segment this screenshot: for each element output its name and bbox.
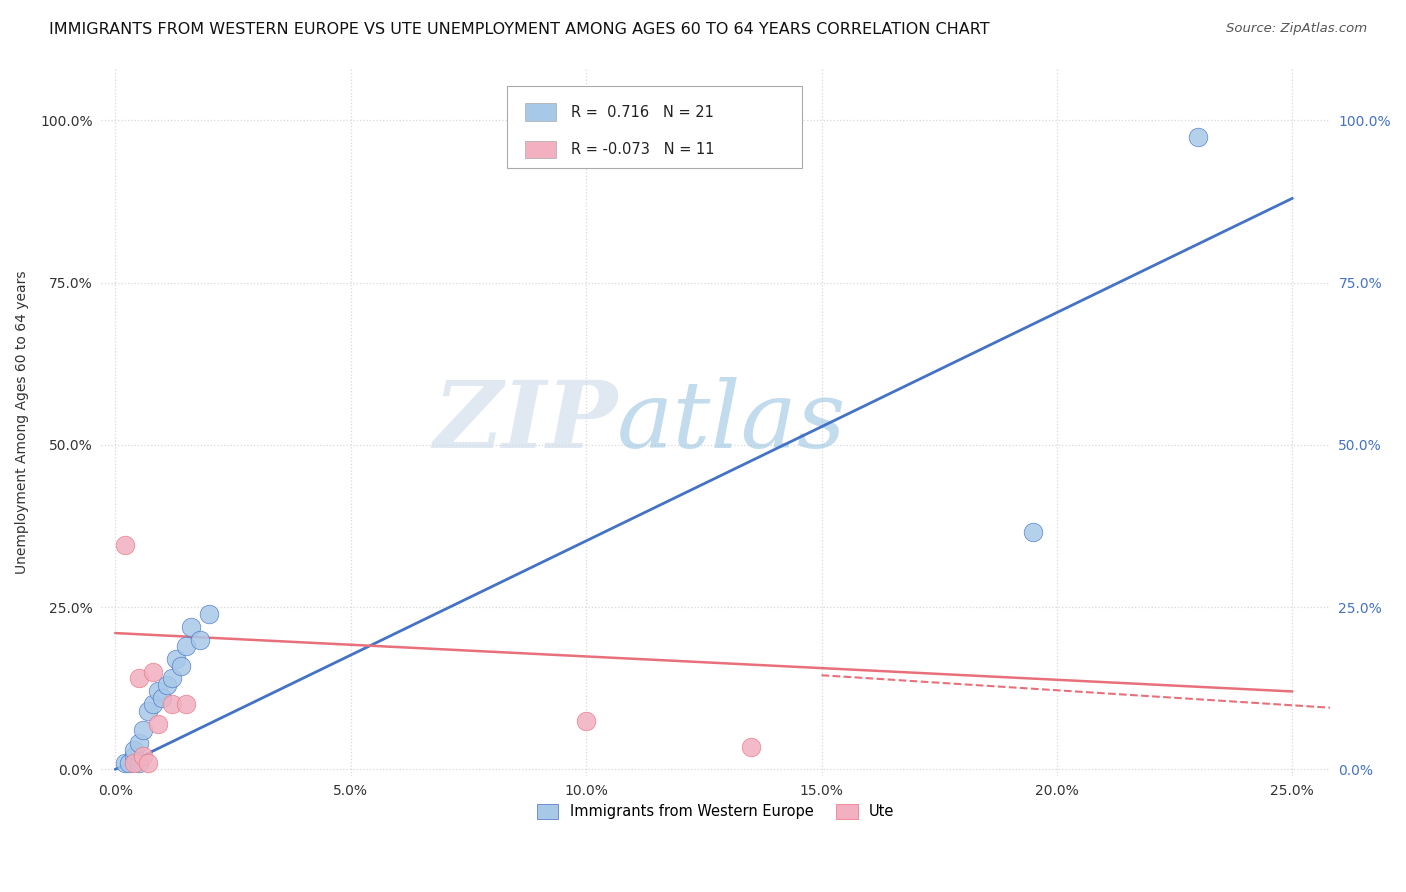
Text: Source: ZipAtlas.com: Source: ZipAtlas.com bbox=[1226, 22, 1367, 36]
Point bbox=[128, 756, 150, 770]
Point bbox=[156, 678, 179, 692]
Point bbox=[165, 652, 187, 666]
Point bbox=[114, 756, 136, 770]
Point bbox=[132, 749, 155, 764]
Point bbox=[142, 698, 165, 712]
Point bbox=[114, 539, 136, 553]
Text: atlas: atlas bbox=[617, 377, 846, 467]
Point bbox=[128, 736, 150, 750]
Text: R =  0.716   N = 21: R = 0.716 N = 21 bbox=[571, 104, 713, 120]
Point bbox=[146, 717, 169, 731]
Point bbox=[142, 665, 165, 679]
Point bbox=[198, 607, 221, 621]
Point bbox=[180, 619, 202, 633]
Point bbox=[1187, 129, 1209, 144]
Point bbox=[122, 743, 145, 757]
Point bbox=[118, 756, 141, 770]
Bar bbox=[506, 87, 801, 168]
Legend: Immigrants from Western Europe, Ute: Immigrants from Western Europe, Ute bbox=[530, 798, 900, 825]
Point bbox=[122, 756, 145, 770]
Point bbox=[1022, 525, 1045, 540]
Point bbox=[160, 698, 183, 712]
Text: ZIP: ZIP bbox=[433, 377, 617, 467]
Point bbox=[174, 698, 197, 712]
Point bbox=[150, 690, 173, 705]
Text: IMMIGRANTS FROM WESTERN EUROPE VS UTE UNEMPLOYMENT AMONG AGES 60 TO 64 YEARS COR: IMMIGRANTS FROM WESTERN EUROPE VS UTE UN… bbox=[49, 22, 990, 37]
Y-axis label: Unemployment Among Ages 60 to 64 years: Unemployment Among Ages 60 to 64 years bbox=[15, 270, 30, 574]
Point bbox=[575, 714, 598, 728]
Text: R = -0.073   N = 11: R = -0.073 N = 11 bbox=[571, 142, 714, 157]
Point bbox=[136, 756, 159, 770]
Point bbox=[128, 672, 150, 686]
Bar bbox=[524, 141, 555, 159]
Point bbox=[122, 749, 145, 764]
Point bbox=[170, 658, 193, 673]
Point bbox=[132, 723, 155, 738]
Point bbox=[136, 704, 159, 718]
Point bbox=[160, 672, 183, 686]
Point bbox=[740, 739, 762, 754]
Point bbox=[188, 632, 211, 647]
Point bbox=[146, 684, 169, 698]
Point bbox=[174, 639, 197, 653]
Bar bbox=[524, 103, 555, 121]
